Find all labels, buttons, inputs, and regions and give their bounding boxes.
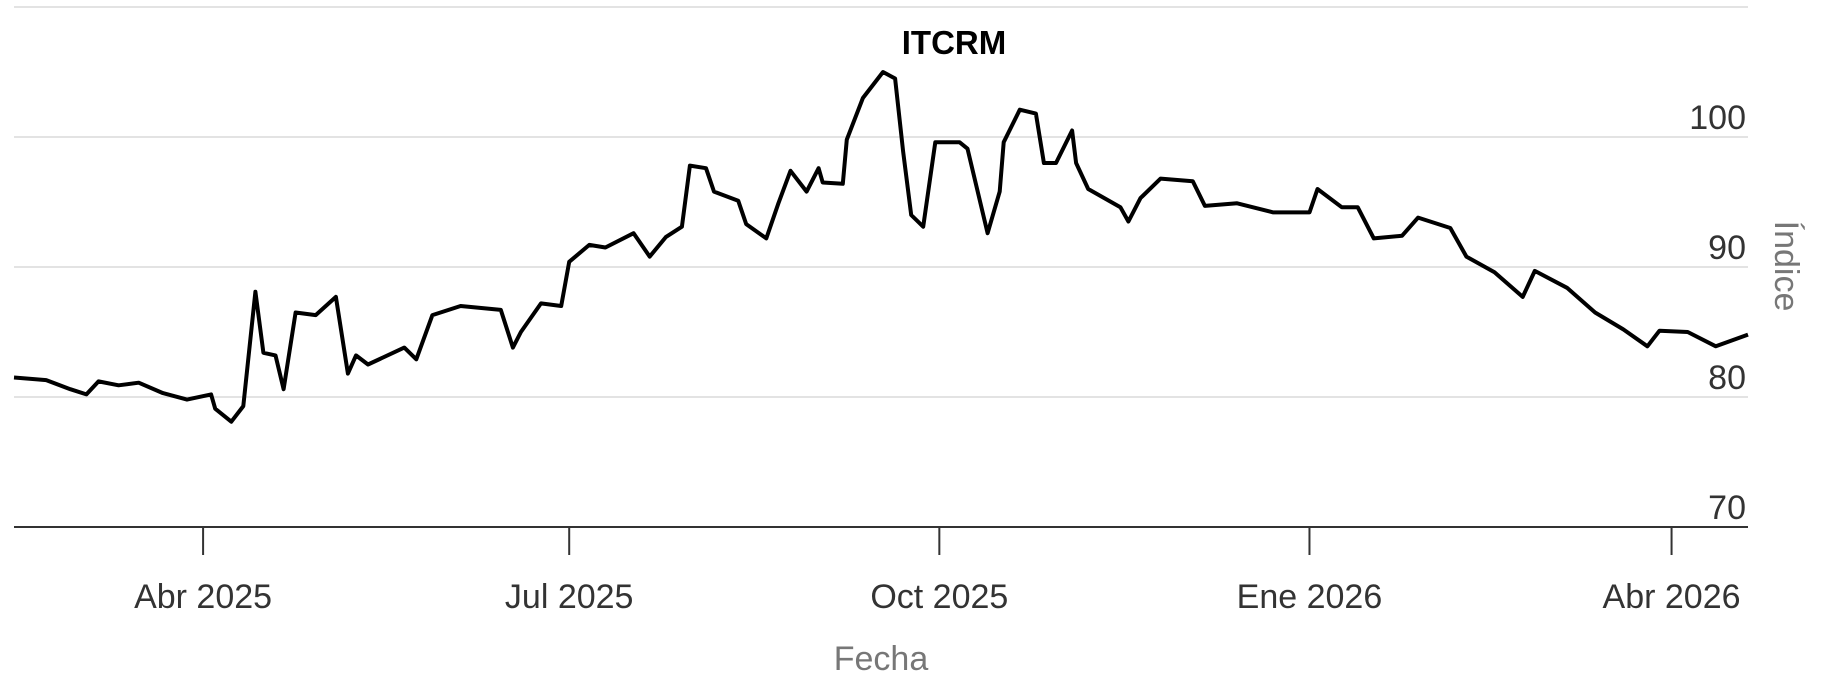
y-axis-label: Índice — [1767, 221, 1805, 312]
x-tick-label: Abr 2025 — [134, 578, 272, 616]
x-tick-label: Oct 2025 — [870, 578, 1008, 616]
y-tick-label: 90 — [1708, 229, 1746, 267]
x-axis-label: Fecha — [834, 640, 929, 678]
chart-title: ITCRM — [902, 24, 1006, 61]
line-series — [13, 70, 1749, 424]
x-tick-label: Jul 2025 — [505, 578, 634, 616]
y-tick-label: 70 — [1708, 489, 1746, 527]
x-tick-label: Ene 2026 — [1237, 578, 1383, 616]
y-tick-label: 100 — [1689, 99, 1746, 137]
y-tick-label: 80 — [1708, 359, 1746, 397]
x-tick-label: Abr 2026 — [1603, 578, 1741, 616]
